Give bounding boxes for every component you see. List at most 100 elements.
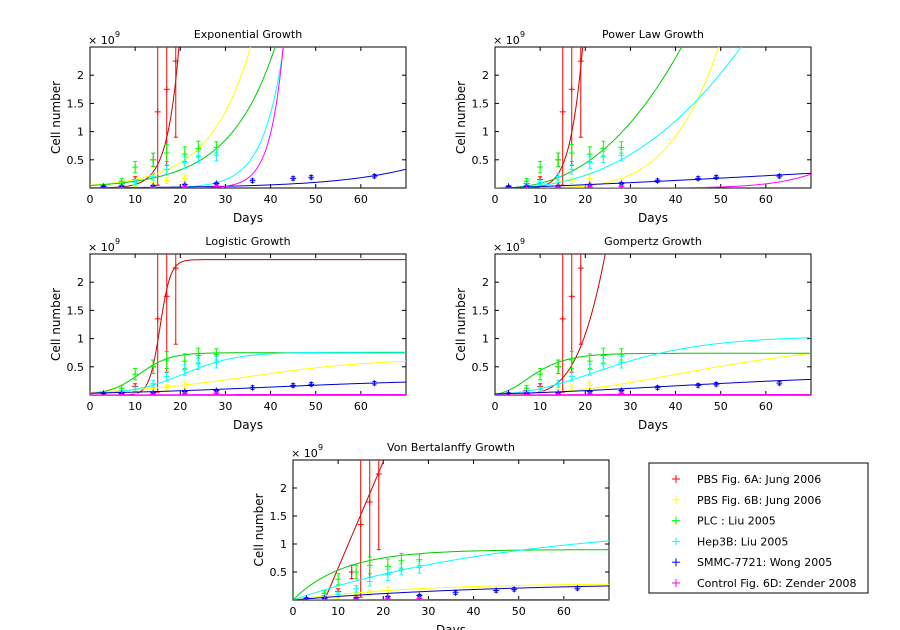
y-exponent-base: × 10 [88, 241, 115, 254]
data-point [132, 179, 139, 186]
x-tick-label: 40 [669, 193, 683, 206]
data-point [181, 156, 188, 169]
x-tick-label: 40 [264, 400, 278, 413]
data-point [654, 177, 661, 184]
series-fit-line [90, 381, 406, 394]
series-fit-line [495, 47, 683, 188]
data-point [335, 573, 342, 586]
y-exponent-power: 9 [115, 237, 120, 246]
plot-area-frame [292, 459, 610, 601]
x-tick-label: 40 [467, 605, 481, 618]
x-tick-label: 30 [623, 400, 637, 413]
data-point [568, 177, 575, 184]
legend: PBS Fig. 6A: Jung 2006 PBS Fig. 6B: Jung … [648, 462, 869, 594]
data-point [290, 382, 297, 389]
data-point [695, 175, 702, 182]
legend-entry: SMMC-7721: Wong 2005 [697, 556, 832, 569]
data-point [493, 587, 500, 594]
series-fit-line [90, 259, 406, 395]
y-axis-label: Cell number [252, 493, 266, 566]
y-tick-label: 1.5 [67, 304, 85, 317]
series-fit-line [293, 583, 609, 600]
x-tick-label: 50 [309, 193, 323, 206]
series-fit-line [293, 549, 609, 600]
data-point [154, 254, 161, 393]
data-point [586, 183, 593, 188]
series-fit-line [495, 47, 742, 188]
data-point [163, 351, 170, 369]
data-point [523, 391, 530, 395]
x-axis-label: Days [638, 418, 668, 432]
x-tick-label: 20 [578, 193, 592, 206]
chart-title: Von Bertalanffy Growth [387, 441, 515, 454]
legend-entry: PBS Fig. 6B: Jung 2006 [697, 494, 821, 507]
y-axis-label: Cell number [49, 288, 63, 361]
series-fit-line [90, 47, 252, 186]
data-point [163, 177, 170, 184]
y-tick-label: 2 [280, 482, 287, 495]
data-point [353, 564, 360, 580]
x-tick-label: 10 [533, 193, 547, 206]
data-point [537, 160, 544, 174]
data-point [353, 596, 360, 600]
data-point [776, 380, 783, 387]
data-point [213, 183, 220, 188]
y-tick-label: 1.5 [67, 97, 85, 110]
data-point [555, 152, 562, 168]
x-tick-label: 0 [87, 400, 94, 413]
chart-panel-4: 0 10 20 30 40 50 60 0.5 1 1.5 2 Days Cell number Gomp… [454, 235, 812, 432]
data-point [308, 174, 315, 181]
x-tick-label: 50 [309, 400, 323, 413]
y-tick-label: 2 [482, 69, 489, 82]
data-point [172, 47, 179, 138]
y-axis-label: Cell number [49, 81, 63, 154]
series-fit-line [495, 254, 606, 395]
y-tick-label: 0.5 [67, 154, 85, 167]
y-exponent-base: × 10 [493, 241, 520, 254]
data-point [523, 177, 530, 185]
data-point [249, 384, 256, 391]
y-tick-label: 0.5 [67, 361, 85, 374]
x-tick-label: 30 [623, 193, 637, 206]
series-layer [495, 254, 811, 395]
data-point [586, 156, 593, 169]
y-tick-label: 0.5 [270, 566, 288, 579]
data-point [586, 381, 593, 390]
series-fit-line [495, 352, 811, 395]
data-point [163, 384, 170, 391]
data-point [163, 164, 170, 175]
series-fit-line [90, 47, 284, 188]
y-axis-label: Cell number [454, 288, 468, 361]
x-tick-label: 50 [714, 400, 728, 413]
y-exponent-base: × 10 [493, 34, 520, 47]
series-fit-line [90, 47, 180, 188]
x-tick-label: 50 [512, 605, 526, 618]
y-tick-label: 0.5 [472, 154, 490, 167]
data-point [452, 589, 459, 596]
data-point [100, 183, 107, 188]
y-tick-label: 1.5 [472, 304, 490, 317]
x-tick-label: 40 [669, 400, 683, 413]
data-point [150, 184, 157, 188]
data-point [303, 595, 310, 600]
y-axis-label: Cell number [454, 81, 468, 154]
y-exponent-power: 9 [520, 237, 525, 246]
data-point [195, 357, 202, 371]
data-point [618, 356, 625, 369]
data-point [537, 367, 544, 381]
series-fit-line [293, 460, 385, 600]
data-point [195, 150, 202, 164]
y-exponent-power: 9 [318, 443, 323, 452]
data-point [511, 586, 518, 593]
chart-panel-5: 0 10 20 30 40 50 60 0.5 1 1.5 2 Days Cell number Von … [252, 441, 610, 630]
chart-title: Power Law Growth [602, 28, 704, 41]
x-tick-label: 20 [173, 193, 187, 206]
legend-entry: Hep3B: Liu 2005 [697, 535, 788, 548]
data-point [555, 379, 562, 388]
x-tick-label: 10 [331, 605, 345, 618]
x-tick-label: 60 [354, 193, 368, 206]
series-fit-line [495, 172, 811, 188]
data-point [577, 47, 584, 138]
data-point [568, 351, 575, 369]
series-layer [495, 47, 811, 188]
